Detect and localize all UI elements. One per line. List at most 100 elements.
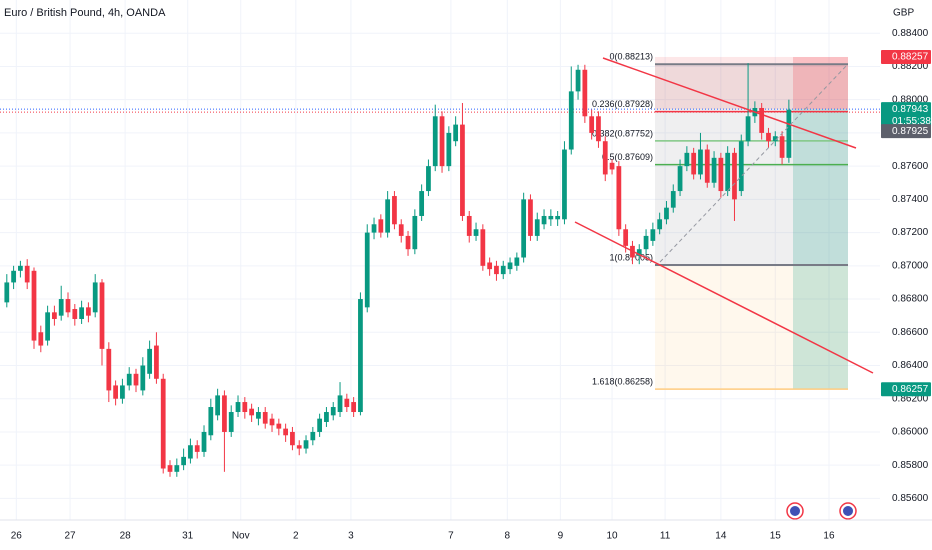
stop-zone-wide	[655, 56, 848, 110]
price-axis	[880, 0, 932, 550]
candle-body	[106, 348, 112, 391]
x-tick-label: 10	[606, 531, 618, 542]
candle-body	[514, 257, 520, 266]
events	[786, 502, 857, 520]
candle-body	[541, 215, 547, 225]
candle-body	[528, 199, 533, 236]
candle-body	[283, 428, 289, 436]
candle-body	[208, 407, 214, 436]
x-tick-label: 16	[823, 531, 835, 542]
trend-line	[574, 221, 874, 374]
candle-body	[684, 152, 690, 167]
candle-body	[378, 219, 384, 233]
candle-body	[4, 282, 10, 303]
y-tick-label: 0.87200	[892, 227, 929, 238]
candle-body	[317, 418, 323, 432]
candle-body	[18, 265, 23, 271]
candle-body	[664, 207, 669, 220]
candle-body	[79, 307, 84, 319]
candle-body	[745, 116, 751, 142]
candle-body	[636, 249, 642, 256]
candle-body	[174, 465, 180, 472]
candle-body	[201, 431, 207, 452]
x-tick-label: 2	[293, 531, 299, 542]
candle-body	[92, 282, 98, 313]
candle-body	[242, 402, 248, 413]
candle-body	[759, 107, 765, 133]
y-tick-label: 0.85800	[892, 460, 929, 471]
candle-body	[412, 215, 418, 250]
candle-body	[65, 299, 71, 313]
fib-trend-line	[659, 63, 849, 263]
candle-body	[616, 166, 622, 230]
candle-body	[290, 431, 295, 446]
trend-line	[602, 57, 857, 149]
candle-body	[99, 282, 105, 349]
candle-body	[228, 412, 234, 432]
candle-body	[534, 219, 540, 236]
candle-body	[126, 373, 132, 386]
candle-body	[188, 445, 193, 459]
candle-body	[296, 445, 302, 449]
fib-level-label: 0.382(0.87752)	[592, 128, 653, 138]
x-tick-label: 26	[11, 531, 23, 542]
x-tick-label: 14	[715, 531, 727, 542]
x-tick-label: 8	[505, 531, 511, 542]
event-icon-flag	[790, 506, 800, 516]
price-badge-label: 0.87943	[892, 104, 929, 115]
target-zone	[793, 109, 848, 390]
grid	[0, 0, 880, 520]
x-tick-label: 28	[120, 531, 132, 542]
y-tick-label: 0.88000	[892, 94, 929, 105]
candle-body	[24, 265, 30, 283]
candle-body	[623, 229, 629, 246]
candle-body	[31, 270, 37, 341]
candle-body	[276, 423, 282, 429]
price-badge	[881, 382, 931, 397]
candle-body	[194, 445, 200, 452]
price-badge	[881, 102, 931, 129]
candle-body	[351, 402, 357, 413]
candle-body	[222, 395, 227, 432]
candle-body	[677, 166, 683, 192]
x-tick-label: 27	[64, 531, 76, 542]
chart-title: Euro / British Pound, 4h, OANDA	[4, 7, 166, 19]
candle-body	[568, 91, 574, 150]
fib-level-label: 0.5(0.87609)	[602, 152, 653, 162]
candle-body	[405, 235, 411, 250]
candle-body	[358, 299, 363, 413]
candle-body	[432, 116, 438, 167]
y-tick-label: 0.87600	[892, 161, 929, 172]
price-badge-label: 0.86257	[892, 384, 929, 395]
candle-body	[330, 407, 336, 416]
candle-body	[147, 348, 152, 374]
stop-zone	[793, 56, 848, 110]
price-badge-label: 0.87925	[892, 126, 929, 137]
candle-body	[249, 408, 255, 416]
axes: 0.884000.882000.880000.878000.876000.874…	[11, 28, 932, 542]
x-tick-label: 31	[182, 531, 194, 542]
candle-body	[732, 152, 737, 200]
x-tick-label: 3	[348, 531, 354, 542]
candle-body	[398, 224, 404, 236]
candle-body	[466, 215, 472, 236]
candle-body	[473, 229, 479, 236]
candle-body	[772, 136, 778, 142]
candle-body	[786, 109, 792, 158]
candle-body	[691, 152, 697, 175]
candle-body	[72, 309, 78, 319]
candle-body	[120, 385, 125, 399]
price-badge	[881, 124, 931, 139]
candle-body	[235, 402, 241, 413]
event-icon-flag	[843, 506, 853, 516]
price-badge	[881, 49, 931, 64]
candle-body	[181, 456, 186, 466]
y-tick-label: 0.88400	[892, 28, 929, 39]
y-tick-label: 0.87400	[892, 194, 929, 205]
candle-body	[385, 199, 391, 233]
candle-body	[446, 132, 452, 167]
candle-body	[310, 431, 316, 441]
